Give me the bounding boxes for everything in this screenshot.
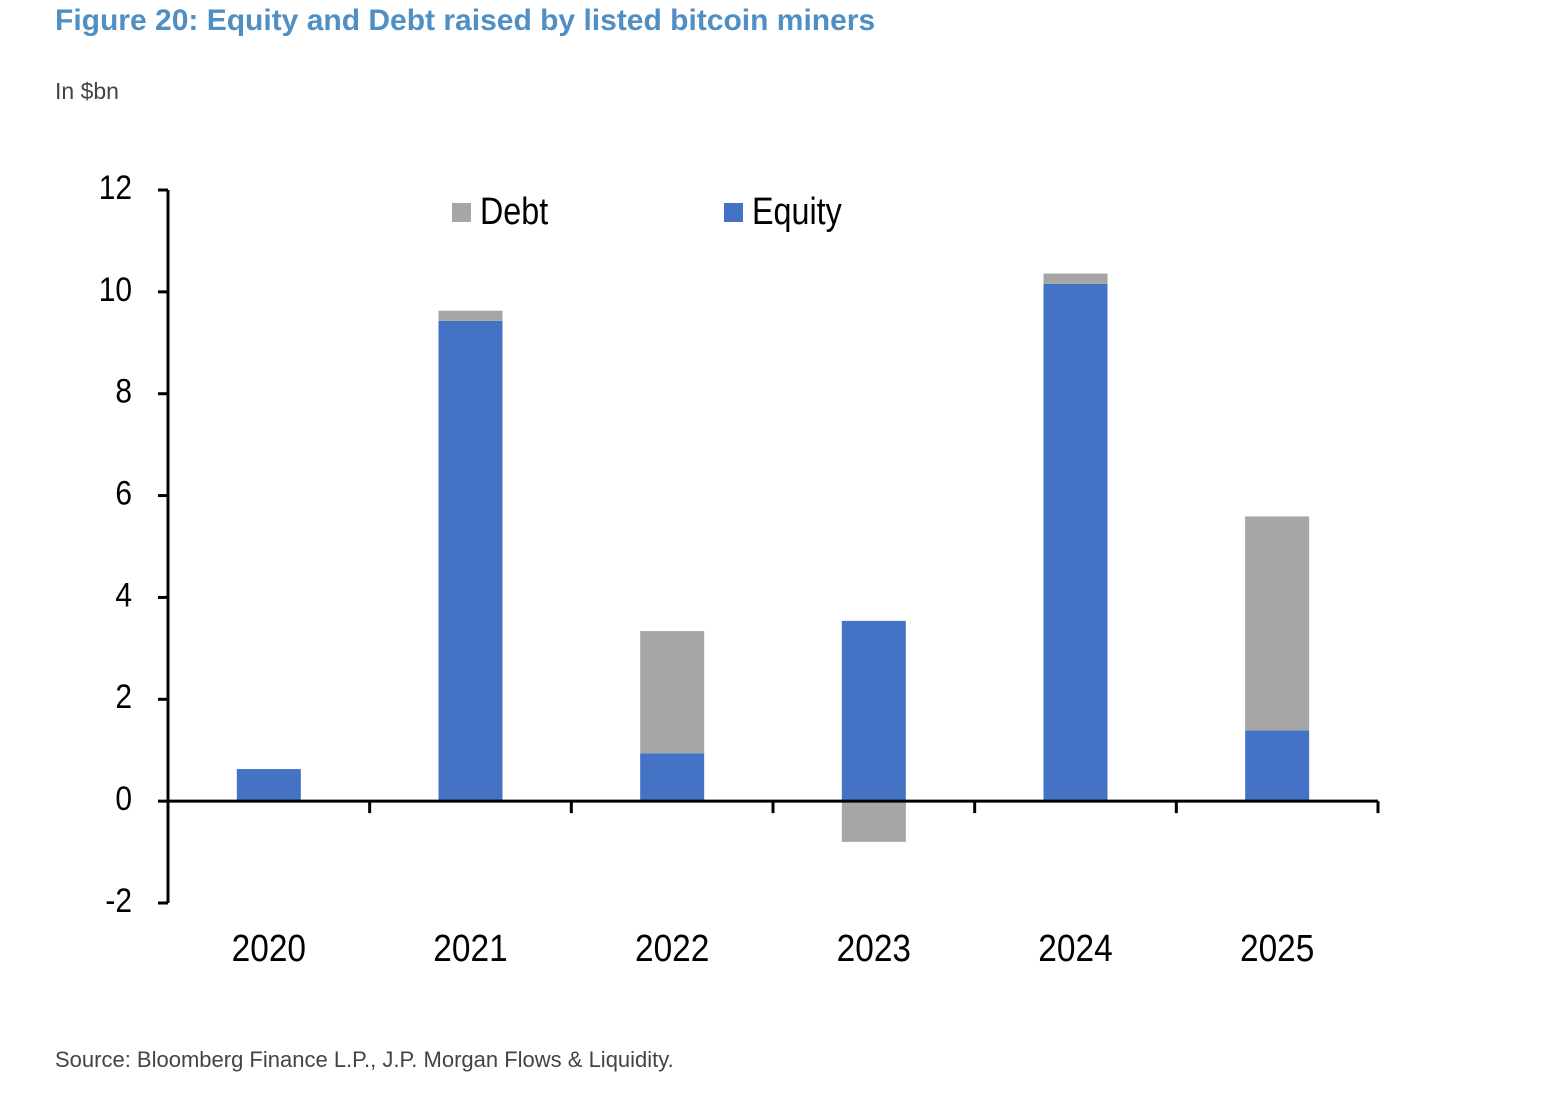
- chart-subtitle: In $bn: [55, 78, 119, 104]
- y-tick-label: 0: [115, 779, 132, 817]
- y-tick-label: 6: [115, 474, 132, 512]
- bar-segment: [1043, 283, 1108, 802]
- y-tick-label: 8: [115, 372, 132, 410]
- x-tick-label: 2025: [1240, 927, 1314, 969]
- bar-segment: [438, 310, 503, 321]
- x-tick-label: 2021: [433, 927, 507, 969]
- bar-segment: [640, 631, 705, 754]
- source-note: Source: Bloomberg Finance L.P., J.P. Mor…: [55, 1047, 674, 1072]
- x-tick-label: 2022: [635, 927, 709, 969]
- bar-segment: [640, 753, 705, 802]
- y-tick-label: 12: [99, 168, 132, 206]
- x-tick-label: 2024: [1038, 927, 1112, 969]
- bar-segment: [236, 769, 301, 802]
- bar-segment: [1245, 516, 1310, 731]
- bar-segment: [438, 320, 503, 802]
- y-tick-label: 10: [99, 270, 132, 308]
- x-tick-label: 2023: [837, 927, 911, 969]
- y-tick-label: 2: [115, 677, 132, 715]
- bar-segment: [841, 620, 906, 802]
- chart-title: Figure 20: Equity and Debt raised by lis…: [55, 4, 875, 37]
- y-tick-label: -2: [105, 881, 132, 919]
- legend-label: Equity: [752, 191, 842, 233]
- legend-swatch: [724, 203, 743, 222]
- bar-segment: [1043, 273, 1108, 284]
- y-tick-label: 4: [115, 576, 132, 614]
- bar-segment: [1245, 730, 1310, 802]
- bar-segment: [841, 801, 906, 842]
- x-tick-label: 2020: [232, 927, 306, 969]
- legend-swatch: [452, 203, 471, 222]
- legend-label: Debt: [480, 191, 548, 233]
